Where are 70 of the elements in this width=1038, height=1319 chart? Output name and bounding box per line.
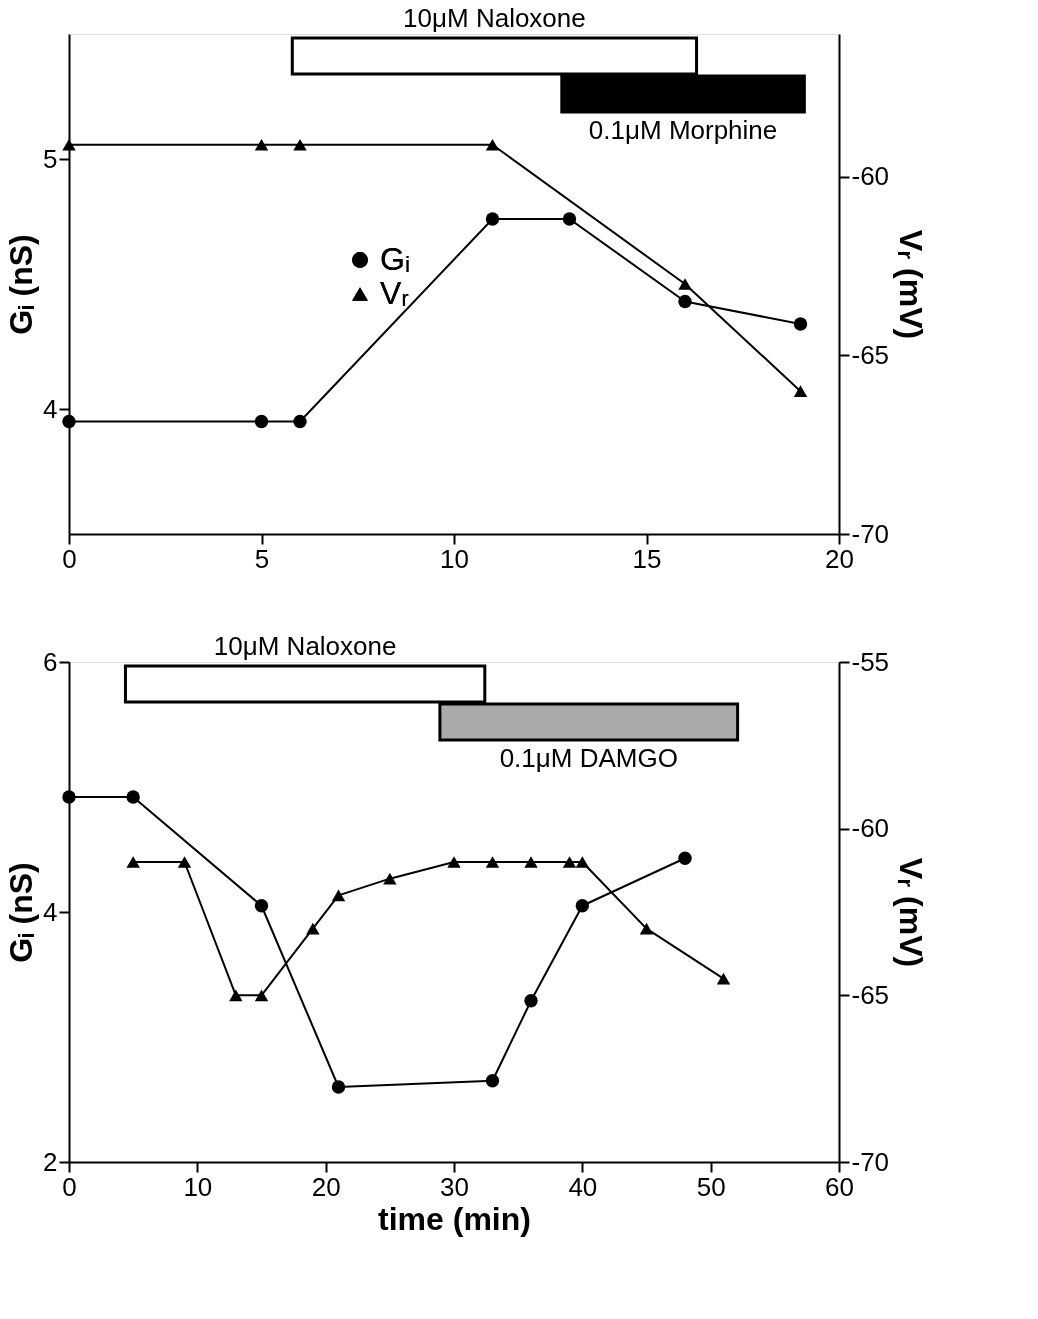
point xyxy=(447,856,461,868)
band-label: 0.1μM DAMGO xyxy=(499,743,678,773)
x-tick-label: 0 xyxy=(62,1171,77,1202)
point xyxy=(793,317,808,331)
y2-tick-label: -60 xyxy=(851,161,890,192)
y2-tick-label: -55 xyxy=(851,646,890,677)
legend-label: Gᵢ xyxy=(380,241,410,277)
x-tick-label: 50 xyxy=(696,1171,726,1202)
point xyxy=(254,138,269,151)
point xyxy=(485,212,500,226)
y-tick-label: 6 xyxy=(43,646,58,677)
x-tick-label: 20 xyxy=(825,543,854,574)
point xyxy=(562,212,577,226)
point xyxy=(293,414,307,429)
x-tick-label: 10 xyxy=(183,1171,213,1202)
x-tick-label: 20 xyxy=(311,1171,341,1202)
band-label: 10μM Naloxone xyxy=(213,631,397,661)
point xyxy=(229,989,243,1002)
x-axis-title: time (min) xyxy=(378,1200,531,1237)
x-tick-label: 30 xyxy=(440,1171,469,1202)
point xyxy=(524,994,538,1008)
point xyxy=(62,138,76,151)
y-tick-label: 4 xyxy=(43,896,58,927)
point xyxy=(562,856,577,868)
y-tick-label: 2 xyxy=(43,1146,58,1177)
y2-tick-label: -65 xyxy=(851,979,890,1010)
point xyxy=(575,899,590,913)
x-tick-label: 60 xyxy=(825,1171,854,1202)
point xyxy=(485,1074,500,1088)
point xyxy=(524,856,538,868)
y2-tick-label: -70 xyxy=(851,518,890,549)
point xyxy=(126,856,140,868)
y-tick-label: 5 xyxy=(43,143,58,174)
y2-axis-title: Vᵣ (mV) xyxy=(893,857,930,968)
point xyxy=(678,278,692,290)
x-tick-label: 0 xyxy=(62,543,77,574)
x-tick-label: 5 xyxy=(254,543,270,574)
point xyxy=(793,385,808,397)
point xyxy=(678,294,692,309)
point xyxy=(62,414,76,429)
point xyxy=(383,872,397,885)
point xyxy=(575,856,590,868)
point xyxy=(331,1080,346,1094)
point xyxy=(678,851,692,865)
y2-tick-label: -60 xyxy=(851,813,890,844)
point xyxy=(306,922,320,935)
point xyxy=(639,922,654,935)
point xyxy=(177,856,192,868)
point xyxy=(485,138,500,151)
x-tick-label: 15 xyxy=(632,543,662,574)
band-label: 0.1μM Morphine xyxy=(588,115,778,145)
band-label: 10μM Naloxone xyxy=(403,3,586,33)
y-axis-title: Gᵢ (nS) xyxy=(3,234,40,335)
point xyxy=(254,899,269,913)
y2-axis-title: Vᵣ (mV) xyxy=(893,229,930,340)
x-tick-label: 40 xyxy=(568,1171,598,1202)
legend-label: Vᵣ xyxy=(380,275,410,311)
point xyxy=(716,972,731,985)
y2-tick-label: -65 xyxy=(851,339,890,370)
point xyxy=(62,790,76,804)
point xyxy=(254,989,269,1002)
y-axis-title: Gᵢ (nS) xyxy=(3,862,40,963)
point xyxy=(254,414,269,429)
x-tick-label: 10 xyxy=(440,543,469,574)
y-tick-label: 4 xyxy=(43,393,58,424)
point xyxy=(331,889,346,902)
point xyxy=(126,790,140,804)
y2-tick-label: -70 xyxy=(851,1146,890,1177)
point xyxy=(485,856,500,868)
point xyxy=(293,138,307,151)
